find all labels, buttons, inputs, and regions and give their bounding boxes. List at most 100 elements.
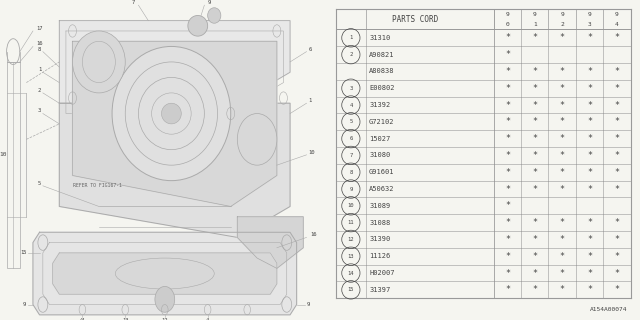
Text: 1: 1: [349, 35, 353, 40]
Text: *: *: [614, 268, 620, 277]
Polygon shape: [52, 253, 277, 294]
Text: *: *: [505, 252, 510, 261]
Text: *: *: [614, 134, 620, 143]
Text: 11126: 11126: [369, 253, 390, 259]
Text: *: *: [532, 117, 538, 126]
Text: *: *: [505, 168, 510, 177]
Text: *: *: [559, 252, 564, 261]
Text: *: *: [505, 201, 510, 210]
Polygon shape: [72, 41, 277, 206]
Text: 9: 9: [560, 12, 564, 17]
Text: 1: 1: [533, 21, 537, 27]
Text: *: *: [559, 117, 564, 126]
Text: *: *: [505, 67, 510, 76]
Text: 13: 13: [122, 317, 129, 320]
Text: *: *: [614, 67, 620, 76]
Text: 12: 12: [161, 317, 168, 320]
Text: PARTS CORD: PARTS CORD: [392, 15, 438, 24]
Text: 9: 9: [533, 12, 537, 17]
Ellipse shape: [161, 103, 181, 124]
Text: *: *: [532, 235, 538, 244]
Text: 31088: 31088: [369, 220, 390, 226]
Text: *: *: [614, 151, 620, 160]
Text: *: *: [505, 235, 510, 244]
Text: *: *: [559, 185, 564, 194]
Text: 3: 3: [588, 21, 591, 27]
Text: *: *: [505, 33, 510, 42]
Polygon shape: [60, 21, 290, 103]
Text: *: *: [587, 67, 592, 76]
Text: *: *: [505, 268, 510, 277]
Text: E00802: E00802: [369, 85, 395, 91]
Text: A90821: A90821: [369, 52, 395, 58]
Text: 2: 2: [349, 52, 353, 57]
Text: *: *: [559, 100, 564, 109]
Text: 6: 6: [308, 46, 312, 52]
Text: *: *: [532, 33, 538, 42]
Text: 3: 3: [349, 86, 353, 91]
Text: *: *: [559, 134, 564, 143]
Text: 31080: 31080: [369, 152, 390, 158]
Text: *: *: [587, 117, 592, 126]
Ellipse shape: [72, 31, 125, 93]
Polygon shape: [237, 217, 303, 268]
Text: *: *: [559, 218, 564, 227]
Text: *: *: [614, 168, 620, 177]
Text: 9: 9: [23, 302, 26, 307]
Text: *: *: [559, 151, 564, 160]
Text: *: *: [587, 235, 592, 244]
Text: 4: 4: [349, 102, 353, 108]
Text: *: *: [505, 50, 510, 59]
Text: 31392: 31392: [369, 102, 390, 108]
Text: *: *: [587, 134, 592, 143]
Text: 11: 11: [348, 220, 354, 225]
Text: REFER TO FIG167-1: REFER TO FIG167-1: [72, 183, 122, 188]
Text: 16: 16: [36, 41, 43, 46]
Text: 4: 4: [615, 21, 619, 27]
Text: 31310: 31310: [369, 35, 390, 41]
Text: *: *: [505, 134, 510, 143]
Text: *: *: [559, 168, 564, 177]
Text: *: *: [614, 252, 620, 261]
Text: *: *: [532, 268, 538, 277]
Text: *: *: [532, 285, 538, 294]
Text: *: *: [587, 100, 592, 109]
Text: 13: 13: [348, 254, 354, 259]
Text: *: *: [614, 84, 620, 93]
Ellipse shape: [155, 286, 175, 312]
Text: A50632: A50632: [369, 186, 395, 192]
Text: *: *: [559, 285, 564, 294]
Text: 10: 10: [0, 152, 7, 157]
Text: 16: 16: [310, 232, 316, 237]
Ellipse shape: [207, 8, 221, 23]
Text: 5: 5: [349, 119, 353, 124]
Text: 7: 7: [132, 0, 135, 5]
Text: *: *: [532, 67, 538, 76]
Text: 12: 12: [348, 237, 354, 242]
Text: *: *: [614, 185, 620, 194]
Text: *: *: [532, 252, 538, 261]
Text: 8: 8: [349, 170, 353, 175]
Text: *: *: [559, 235, 564, 244]
Text: 7: 7: [349, 153, 353, 158]
Text: 9: 9: [207, 0, 211, 5]
Text: 9: 9: [349, 187, 353, 192]
Ellipse shape: [112, 46, 231, 181]
Text: 9: 9: [588, 12, 591, 17]
Text: *: *: [587, 185, 592, 194]
Text: 31397: 31397: [369, 287, 390, 293]
Text: *: *: [587, 33, 592, 42]
Text: 15: 15: [20, 251, 26, 255]
Text: 2: 2: [560, 21, 564, 27]
Text: *: *: [532, 168, 538, 177]
Text: *: *: [505, 117, 510, 126]
Text: *: *: [505, 100, 510, 109]
Text: 0: 0: [506, 21, 509, 27]
Text: *: *: [505, 285, 510, 294]
Text: *: *: [614, 218, 620, 227]
Text: G91601: G91601: [369, 169, 395, 175]
Text: 5: 5: [38, 181, 41, 186]
Text: 6: 6: [349, 136, 353, 141]
Text: *: *: [587, 84, 592, 93]
Text: *: *: [614, 117, 620, 126]
